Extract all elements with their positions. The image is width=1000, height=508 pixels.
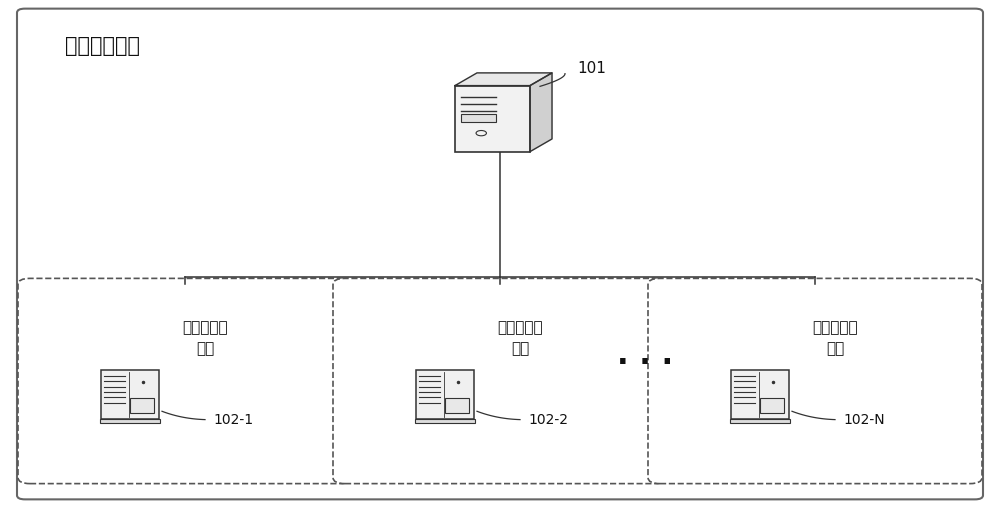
- Text: 数据防泄漏
系统: 数据防泄漏 系统: [497, 321, 543, 357]
- FancyBboxPatch shape: [455, 85, 530, 151]
- FancyBboxPatch shape: [730, 419, 790, 423]
- FancyBboxPatch shape: [648, 278, 982, 484]
- Text: 报表生成系统: 报表生成系统: [65, 36, 140, 55]
- Text: 102-1: 102-1: [213, 412, 253, 427]
- Text: · · ·: · · ·: [617, 348, 673, 378]
- Text: 101: 101: [577, 61, 606, 76]
- FancyBboxPatch shape: [461, 114, 496, 122]
- FancyBboxPatch shape: [416, 370, 474, 419]
- FancyBboxPatch shape: [130, 398, 154, 413]
- Polygon shape: [455, 73, 552, 85]
- FancyBboxPatch shape: [760, 398, 784, 413]
- Text: 102-N: 102-N: [843, 412, 885, 427]
- FancyBboxPatch shape: [731, 370, 789, 419]
- FancyBboxPatch shape: [445, 398, 469, 413]
- FancyBboxPatch shape: [18, 278, 352, 484]
- FancyBboxPatch shape: [17, 9, 983, 499]
- FancyBboxPatch shape: [100, 419, 160, 423]
- FancyBboxPatch shape: [101, 370, 159, 419]
- FancyBboxPatch shape: [415, 419, 475, 423]
- Text: 102-2: 102-2: [528, 412, 568, 427]
- Polygon shape: [530, 73, 552, 151]
- Text: 数据防泄漏
系统: 数据防泄漏 系统: [812, 321, 858, 357]
- FancyBboxPatch shape: [333, 278, 667, 484]
- Text: 数据防泄漏
系统: 数据防泄漏 系统: [182, 321, 228, 357]
